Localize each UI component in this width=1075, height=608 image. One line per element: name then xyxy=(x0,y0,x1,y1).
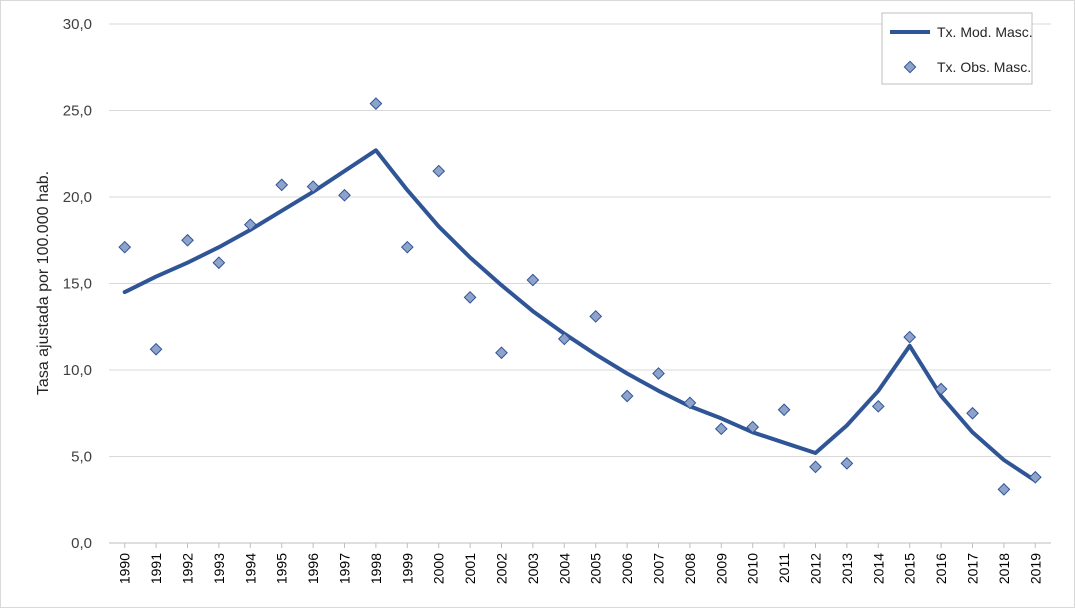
y-tick-label: 0,0 xyxy=(71,535,92,552)
data-point-observed xyxy=(557,332,571,346)
data-point-observed xyxy=(589,310,603,323)
data-point-observed xyxy=(1028,470,1042,484)
x-tick-label: 2011 xyxy=(776,553,792,583)
series-layer xyxy=(118,97,1042,496)
data-point-observed xyxy=(463,290,477,304)
data-point-observed xyxy=(809,460,822,474)
x-tick-label: 2014 xyxy=(870,553,886,584)
series-line-model xyxy=(122,148,1038,483)
x-tick-label: 2003 xyxy=(525,553,541,584)
x-tick-label: 1992 xyxy=(180,553,196,584)
x-tick-label: 1996 xyxy=(305,553,321,584)
x-tick-label: 1999 xyxy=(399,553,415,584)
y-tick-labels: 0,0 5,0 10,0 15,0 20,0 25,0 30,0 xyxy=(63,16,92,552)
gridlines xyxy=(109,23,1051,544)
x-tick-label: 1998 xyxy=(368,553,384,584)
x-tick-label: 2016 xyxy=(933,553,949,584)
legend-box xyxy=(881,12,1033,85)
data-point-observed xyxy=(369,97,383,110)
y-axis-title: Tasa ajustada por 100.000 hab. xyxy=(35,171,52,395)
x-tick-label: 2009 xyxy=(713,553,729,584)
legend-marker-swatch xyxy=(903,60,917,74)
x-tick-label: 2018 xyxy=(996,553,1012,584)
data-point-observed xyxy=(903,330,917,344)
data-point-observed xyxy=(275,178,289,192)
data-point-observed xyxy=(840,457,854,470)
x-tick-label: 2000 xyxy=(431,553,447,584)
data-point-observed xyxy=(620,389,634,403)
x-tick-label: 1995 xyxy=(274,553,290,584)
y-tick-label: 15,0 xyxy=(63,276,92,293)
legend-label-model: Tx. Mod. Masc. xyxy=(937,24,1033,40)
x-tick-label: 1997 xyxy=(337,553,353,584)
x-tick-label: 2007 xyxy=(651,553,667,584)
x-tick-label: 2001 xyxy=(462,553,478,584)
legend: Tx. Mod. Masc. Tx. Obs. Masc. xyxy=(881,12,1033,85)
data-point-observed xyxy=(934,382,948,396)
legend-label-observed: Tx. Obs. Masc. xyxy=(937,59,1031,75)
data-point-observed xyxy=(432,164,446,178)
x-tick-labels: 1990 1991 1992 1993 1994 1995 1996 1997 1998 1999… xyxy=(117,543,1043,584)
x-tick-label: 2013 xyxy=(839,553,855,584)
x-tick-label: 2015 xyxy=(902,553,918,584)
x-tick-label: 2005 xyxy=(588,553,604,584)
data-point-observed xyxy=(338,188,351,202)
data-point-observed xyxy=(400,240,414,254)
y-tick-label: 25,0 xyxy=(63,103,92,120)
data-point-observed xyxy=(212,256,226,270)
x-tick-label: 2019 xyxy=(1027,553,1043,584)
data-point-observed xyxy=(149,342,163,356)
x-tick-label: 2006 xyxy=(619,553,635,584)
data-point-observed xyxy=(243,218,257,232)
data-point-observed xyxy=(746,420,760,434)
x-tick-label: 2010 xyxy=(745,553,761,584)
y-tick-label: 20,0 xyxy=(63,189,92,206)
x-tick-label: 1993 xyxy=(211,553,227,584)
data-point-observed xyxy=(683,396,697,410)
data-point-observed xyxy=(652,367,665,380)
data-point-observed xyxy=(495,346,508,360)
y-tick-label: 30,0 xyxy=(63,16,92,33)
data-point-observed xyxy=(777,403,791,417)
data-point-observed xyxy=(526,273,540,287)
x-tick-label: 1994 xyxy=(242,553,258,584)
x-tick-label: 2008 xyxy=(682,553,698,584)
y-tick-label: 10,0 xyxy=(63,362,92,379)
x-tick-label: 2017 xyxy=(965,553,981,584)
data-point-observed xyxy=(966,406,979,420)
x-tick-label: 1990 xyxy=(117,553,133,584)
data-point-observed xyxy=(181,233,194,247)
data-point-observed xyxy=(714,422,728,436)
data-point-observed xyxy=(306,180,320,193)
x-tick-label: 1991 xyxy=(148,553,164,584)
data-point-observed xyxy=(118,240,132,254)
data-point-observed xyxy=(997,483,1011,496)
x-tick-label: 2004 xyxy=(556,553,572,584)
x-tick-label: 2002 xyxy=(494,553,510,584)
x-tick-label: 2012 xyxy=(808,553,824,584)
y-tick-label: 5,0 xyxy=(71,449,92,466)
data-point-observed xyxy=(871,399,885,413)
